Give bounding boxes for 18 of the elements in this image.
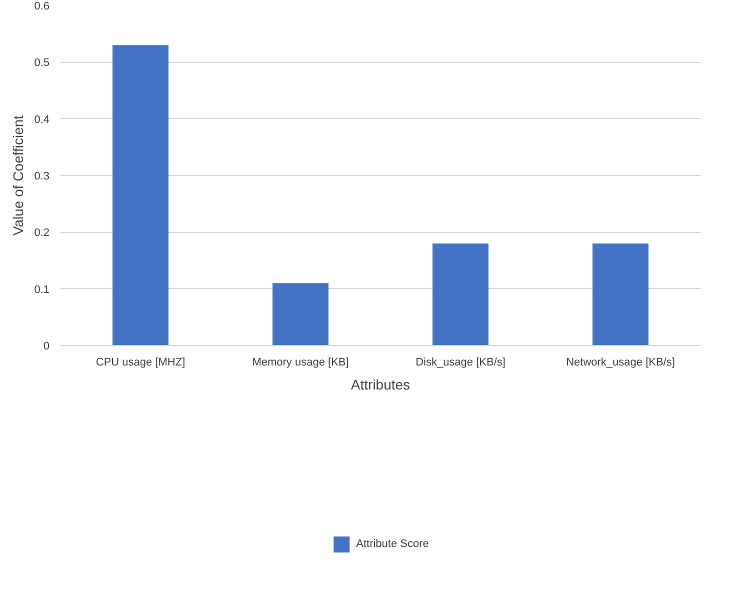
x-tick-label: CPU usage [MHZ] [96,356,186,368]
y-tick-label: 0.1 [34,284,50,296]
x-tick-label: Network_usage [KB/s] [566,356,675,368]
bar [272,283,328,346]
y-tick-label: 0.6 [34,0,50,12]
x-axis-title: Attributes [350,376,410,392]
y-tick-label: 0.5 [34,57,50,70]
y-tick-label: 0 [43,340,50,352]
bar [112,45,168,346]
legend-label: Attribute Score [356,538,429,550]
bar [432,244,488,346]
y-tick-label: 0.4 [34,114,50,126]
bar [592,244,648,346]
y-axis-title: Value of Coefficient [10,115,26,236]
y-tick-label: 0.3 [34,170,50,182]
x-tick-label: Disk_usage [KB/s] [416,356,506,368]
y-tick-label: 0.2 [34,227,50,240]
x-tick-label: Memory usage [KB] [252,356,349,368]
